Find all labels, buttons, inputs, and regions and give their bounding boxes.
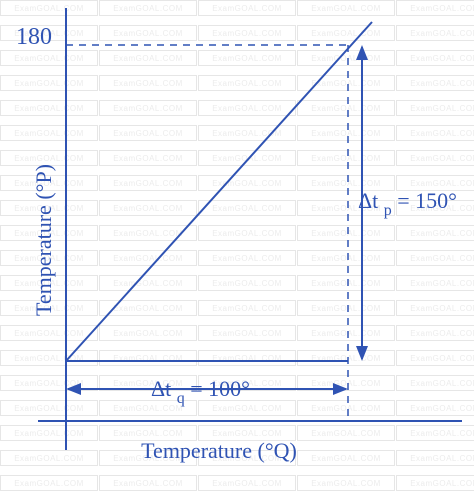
x-axis-label: Temperature (°Q): [141, 438, 297, 463]
relation-line: [65, 21, 373, 362]
delta-q-label: Δt q = 100°: [151, 376, 250, 408]
delta-q-arrow-left-head: [66, 383, 81, 395]
temperature-scale-diagram: 180 Temperature (°P) Temperature (°Q) Δt…: [16, 8, 462, 463]
delta-p-label: Δt p = 150°: [358, 188, 457, 220]
delta-p-prefix: Δt: [358, 188, 378, 213]
delta-p-suffix: = 150°: [397, 188, 457, 213]
delta-q-prefix: Δt: [151, 376, 171, 401]
delta-p-subscript: p: [384, 202, 392, 219]
delta-p-arrow-up-head: [356, 45, 368, 60]
y-tick-180: 180: [16, 24, 52, 50]
delta-q-arrow-right-head: [333, 383, 348, 395]
delta-q-suffix: = 100°: [190, 376, 250, 401]
delta-p-arrow-down-head: [356, 346, 368, 361]
y-axis-label: Temperature (°P): [31, 164, 56, 316]
delta-q-subscript: q: [177, 390, 185, 407]
